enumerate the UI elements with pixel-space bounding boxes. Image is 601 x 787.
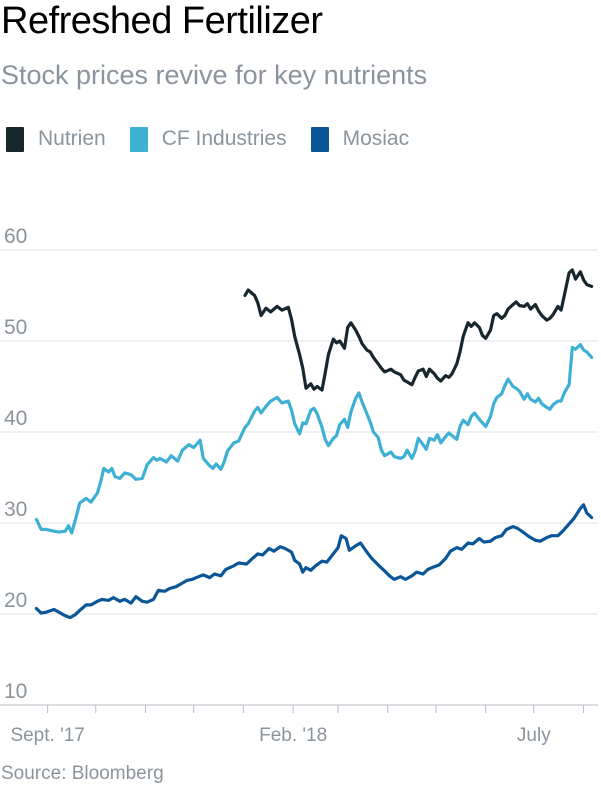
series-lines bbox=[34, 268, 594, 620]
series-line-mosiac[interactable] bbox=[34, 503, 594, 620]
legend-swatch-cf-industries bbox=[129, 126, 148, 152]
legend-label-cf-industries: CF Industries bbox=[161, 127, 287, 150]
legend-swatch-mosiac bbox=[310, 126, 329, 152]
x-axis: Sept. '17 Feb. '18 July bbox=[0, 704, 598, 746]
y-tick-label-20: 20 bbox=[4, 589, 27, 612]
legend-label-mosiac: Mosiac bbox=[342, 127, 410, 150]
x-tick-label-1: Feb. '18 bbox=[259, 725, 327, 746]
chart-title: Refreshed Fertilizer bbox=[1, 0, 323, 42]
chart-subtitle: Stock prices revive for key nutrients bbox=[1, 60, 428, 90]
legend-item-nutrien[interactable]: Nutrien bbox=[6, 126, 106, 152]
series-line-nutrien[interactable] bbox=[243, 268, 594, 392]
series-line-cf-industries[interactable] bbox=[34, 343, 594, 535]
y-tick-label-30: 30 bbox=[4, 498, 27, 521]
y-tick-label-10: 10 bbox=[4, 680, 27, 703]
x-tick-label-2: July bbox=[517, 725, 551, 746]
legend: Nutrien CF Industries Mosiac bbox=[6, 124, 433, 154]
y-axis-ticks: 10 20 30 40 50 60 bbox=[4, 225, 27, 703]
y-tick-label-60: 60 bbox=[4, 225, 27, 248]
legend-item-cf-industries[interactable]: CF Industries bbox=[129, 126, 287, 152]
legend-item-mosiac[interactable]: Mosiac bbox=[310, 126, 410, 152]
y-tick-label-50: 50 bbox=[4, 316, 27, 339]
gridlines bbox=[0, 249, 598, 615]
source-note: Source: Bloomberg bbox=[1, 763, 164, 784]
legend-label-nutrien: Nutrien bbox=[38, 127, 106, 150]
x-tick-label-0: Sept. '17 bbox=[10, 725, 84, 746]
y-tick-label-40: 40 bbox=[4, 407, 27, 430]
legend-swatch-nutrien bbox=[6, 126, 24, 152]
